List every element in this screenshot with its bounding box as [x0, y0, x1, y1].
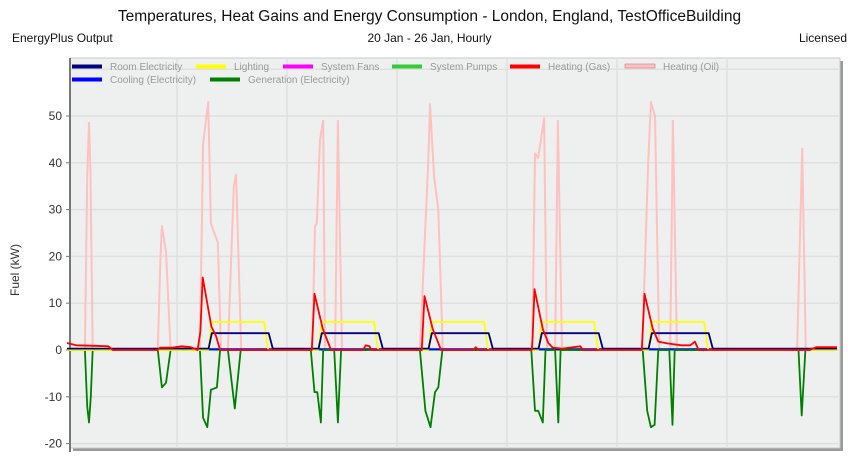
legend-label: System Fans [321, 62, 379, 73]
y-tick-label: 30 [49, 203, 63, 217]
legend-swatch [510, 64, 540, 69]
y-tick-label: 10 [49, 296, 63, 310]
legend-label: Room Electricity [110, 62, 182, 73]
legend-swatch [283, 64, 313, 69]
legend-label: Heating (Gas) [548, 62, 610, 73]
legend-label: Generation (Electricity) [248, 75, 350, 86]
legend-swatch [624, 63, 656, 69]
y-tick-label: 0 [55, 343, 62, 357]
legend-item: Generation (Electricity) [210, 75, 350, 86]
y-tick-label: 40 [49, 156, 63, 170]
chart-title: Temperatures, Heat Gains and Energy Cons… [117, 8, 742, 25]
license-label: Licensed [798, 31, 847, 45]
legend-item: System Pumps [392, 62, 497, 73]
legend-label: System Pumps [430, 62, 497, 73]
legend-swatch [72, 64, 102, 69]
series-line-heating-oil [67, 101, 837, 351]
y-axis-label: Fuel (kW) [8, 244, 22, 296]
plot-area [69, 57, 841, 449]
subtitle-left: EnergyPlus Output [12, 31, 113, 45]
y-tick-label: -20 [45, 437, 63, 451]
legend-swatch [72, 77, 102, 82]
legend-swatch [210, 77, 240, 82]
legend-label: Lighting [234, 62, 269, 73]
legend-label: Heating (Oil) [663, 62, 719, 73]
legend-label: Cooling (Electricity) [110, 75, 196, 86]
legend-item: Room Electricity [72, 62, 182, 73]
series-line-heating-gas [66, 276, 837, 351]
legend-item: Lighting [196, 62, 269, 73]
legend-item: Cooling (Electricity) [72, 75, 196, 86]
series-line-room-electricity [67, 332, 837, 350]
y-tick-label: -10 [45, 390, 63, 404]
legend-swatch [392, 64, 422, 69]
legend-swatch [196, 64, 226, 69]
y-tick-label: 20 [49, 249, 63, 263]
legend-item: Heating (Oil) [624, 62, 719, 73]
legend-item: System Fans [283, 62, 379, 73]
date-range: 20 Jan - 26 Jan, Hourly [367, 31, 492, 45]
series-line-lighting [67, 321, 837, 351]
y-tick-label: 50 [49, 109, 63, 123]
legend-item: Heating (Gas) [510, 62, 610, 73]
